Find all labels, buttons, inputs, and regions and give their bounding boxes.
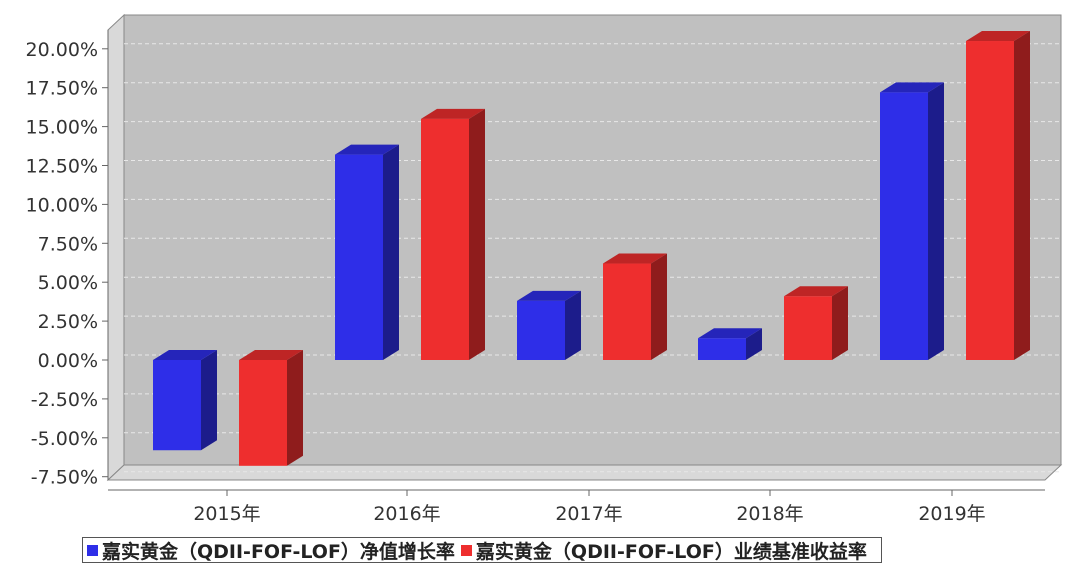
bar-side (383, 144, 399, 360)
bar-top (966, 31, 1030, 42)
bar-top (698, 328, 762, 339)
bar-front (603, 263, 651, 360)
bar-top (784, 286, 848, 297)
bar-side (746, 328, 762, 360)
bars (153, 31, 1030, 466)
bar-front (517, 300, 565, 360)
bar-top (239, 350, 303, 360)
bar-top (603, 253, 667, 264)
y-tick-label: -5.00% (31, 428, 98, 450)
y-axis-tick-labels: 20.00% 17.50% 15.00% 12.50% 10.00% 7.50% 5.00%… (26, 39, 98, 489)
y-tick-label: -7.50% (31, 467, 98, 489)
plot-left-wall (107, 13, 125, 482)
bar-front (880, 92, 928, 361)
bar-side (651, 253, 667, 360)
bar-side (928, 82, 944, 361)
y-tick-label: 17.50% (26, 78, 98, 100)
y-tick-label: 10.00% (26, 194, 98, 216)
bar-side (565, 290, 581, 360)
bar-front (239, 360, 287, 466)
bar-nav-growth-4 (880, 82, 944, 361)
x-tick-label: 2015年 (193, 503, 260, 525)
bar-nav-growth-2 (517, 290, 581, 360)
y-tick-label: 7.50% (38, 233, 98, 255)
bar-top (153, 350, 217, 360)
bar-side (832, 286, 848, 360)
bar-nav-growth-3 (698, 328, 762, 360)
y-tick-label: 12.50% (26, 156, 98, 178)
bar-benchmark-3 (784, 286, 848, 360)
bar-front (153, 360, 201, 451)
bar-benchmark-4 (966, 31, 1030, 361)
y-tick-label: -2.50% (31, 389, 98, 411)
legend-label-nav-growth: 嘉实黄金（QDII-FOF-LOF）净值增长率 (102, 540, 455, 563)
bar-front (698, 338, 746, 360)
bar-front (335, 154, 383, 360)
y-tick-label: 2.50% (38, 311, 98, 333)
bar-side (469, 108, 485, 360)
y-tick-label: 20.00% (26, 39, 98, 61)
bar-front (784, 296, 832, 360)
bar-top (880, 82, 944, 93)
bar-benchmark-1 (421, 108, 485, 360)
x-tick-label: 2018年 (736, 503, 803, 525)
x-tick-label: 2019年 (918, 503, 985, 525)
bar-top (517, 290, 581, 301)
y-tick-label: 0.00% (38, 350, 98, 372)
legend: 嘉实黄金（QDII-FOF-LOF）净值增长率 嘉实黄金（QDII-FOF-LO… (82, 537, 882, 563)
legend-swatch-nav-growth (87, 544, 98, 556)
y-tick-label: 5.00% (38, 272, 98, 294)
plot-floor (106, 464, 1063, 481)
x-tick-label: 2017年 (555, 503, 622, 525)
y-tick-label: 15.00% (26, 117, 98, 139)
bar-top (421, 108, 485, 119)
bar-side (1014, 31, 1030, 361)
bar-side (287, 350, 303, 466)
bar-front (421, 118, 469, 360)
bar-benchmark-0 (239, 350, 303, 466)
bar-benchmark-2 (603, 253, 667, 360)
bar-nav-growth-1 (335, 144, 399, 360)
bar-top (335, 144, 399, 155)
bar-nav-growth-0 (153, 350, 217, 451)
legend-swatch-benchmark-return (460, 544, 472, 556)
legend-item-nav-growth: 嘉实黄金（QDII-FOF-LOF）净值增长率 (87, 537, 455, 564)
legend-item-benchmark-return: 嘉实黄金（QDII-FOF-LOF）业绩基准收益率 (460, 537, 867, 564)
legend-label-benchmark-return: 嘉实黄金（QDII-FOF-LOF）业绩基准收益率 (475, 540, 867, 563)
bar-chart: 20.00% 17.50% 15.00% 12.50% 10.00% 7.50% 5.00%… (26, 13, 1063, 525)
bar-side (201, 350, 217, 451)
x-axis-tick-labels: 2015年 2016年 2017年 2018年 2019年 (193, 490, 986, 525)
x-tick-label: 2016年 (373, 503, 440, 525)
bar-front (966, 41, 1014, 361)
